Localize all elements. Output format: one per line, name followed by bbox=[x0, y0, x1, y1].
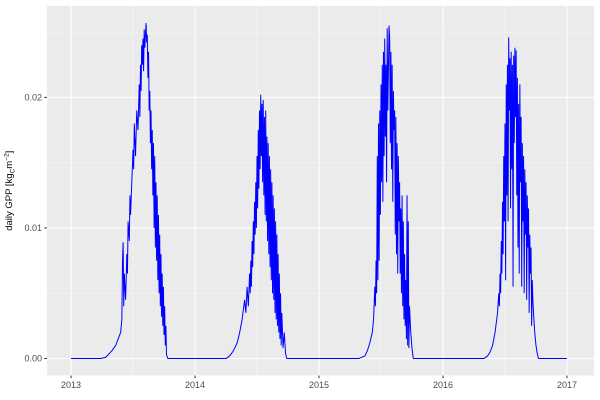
y-axis-title-part: daily GPP [kg bbox=[4, 173, 15, 230]
gpp-line-series bbox=[71, 22, 567, 360]
plot-panel bbox=[47, 6, 594, 376]
y-axis-title-part: C bbox=[10, 168, 17, 173]
axis-tick-marks bbox=[44, 96, 568, 379]
y-tick-label: 0.02 bbox=[24, 92, 42, 102]
minor-gridlines bbox=[47, 6, 594, 376]
y-axis-tick-labels: 0.00 0.01 0.02 bbox=[24, 92, 42, 363]
x-axis-tick-labels: 2013 2014 2015 2016 2017 bbox=[61, 380, 577, 390]
y-tick-label: 0.00 bbox=[24, 354, 42, 364]
x-tick-label: 2013 bbox=[61, 380, 81, 390]
y-axis-title-part: ] bbox=[4, 151, 15, 154]
x-tick-label: 2014 bbox=[185, 380, 205, 390]
y-axis-title-part: −2 bbox=[4, 153, 11, 161]
y-axis-title: daily GPP [kgCm−2] bbox=[4, 151, 17, 231]
x-tick-label: 2016 bbox=[433, 380, 453, 390]
y-axis-title-part: m bbox=[4, 161, 15, 169]
y-tick-label: 0.01 bbox=[24, 223, 42, 233]
x-tick-label: 2015 bbox=[309, 380, 329, 390]
x-tick-label: 2017 bbox=[557, 380, 577, 390]
